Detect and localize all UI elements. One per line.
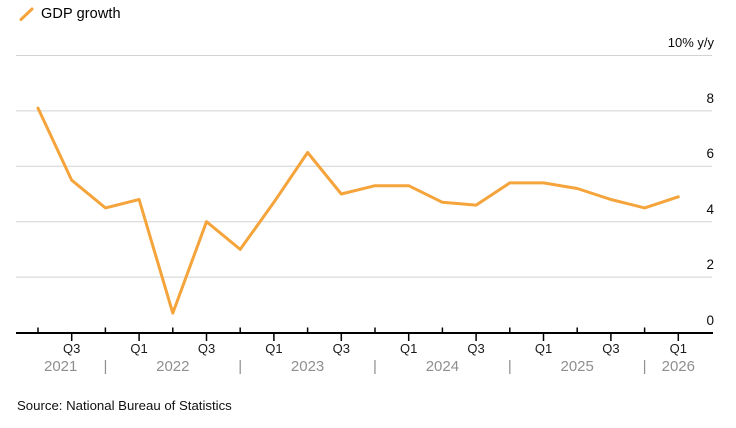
x-axis-quarter-label: Q1 bbox=[400, 341, 418, 356]
y-axis-tick-label: 8 bbox=[706, 90, 714, 106]
year-separator: | bbox=[238, 358, 243, 375]
x-axis-quarter-label: Q1 bbox=[534, 341, 553, 356]
legend: GDP growth bbox=[18, 4, 121, 24]
year-separator: | bbox=[373, 358, 377, 375]
x-axis-year-label: 2023 bbox=[290, 358, 325, 375]
x-axis-quarter-label: Q3 bbox=[332, 341, 350, 356]
legend-label: GDP growth bbox=[41, 6, 121, 22]
x-axis-year-label: 2025 bbox=[560, 358, 594, 375]
x-axis-quarter-label: Q3 bbox=[602, 341, 620, 356]
x-axis-year-label: 2022 bbox=[156, 358, 190, 375]
x-axis-quarter-label: Q3 bbox=[467, 341, 485, 356]
x-axis-quarter-label: Q3 bbox=[63, 341, 81, 356]
year-separator: | bbox=[507, 358, 512, 375]
y-axis-tick-label: 4 bbox=[706, 201, 714, 217]
source-text: Source: National Bureau of Statistics bbox=[17, 398, 232, 413]
x-axis-year-label: 2024 bbox=[425, 358, 460, 375]
x-axis-quarter-label: Q1 bbox=[130, 341, 148, 356]
legend-slash-icon bbox=[19, 7, 34, 21]
y-axis-tick-label: 0 bbox=[706, 312, 714, 328]
y-axis-tick-label: 6 bbox=[706, 146, 714, 162]
year-separator: | bbox=[103, 358, 108, 375]
x-axis-quarter-label: Q1 bbox=[669, 341, 687, 356]
year-separator: | bbox=[642, 358, 647, 375]
x-axis-year-label: 2021 bbox=[44, 358, 78, 375]
gdp-growth-line bbox=[36, 106, 680, 315]
y-axis-unit-label: 10% y/y bbox=[667, 35, 714, 50]
x-axis-quarter-label: Q3 bbox=[197, 341, 216, 356]
x-axis-quarter-label: Q1 bbox=[265, 341, 283, 356]
x-axis-year-label: 2026 bbox=[661, 358, 695, 375]
y-axis-tick-label: 2 bbox=[706, 257, 714, 273]
